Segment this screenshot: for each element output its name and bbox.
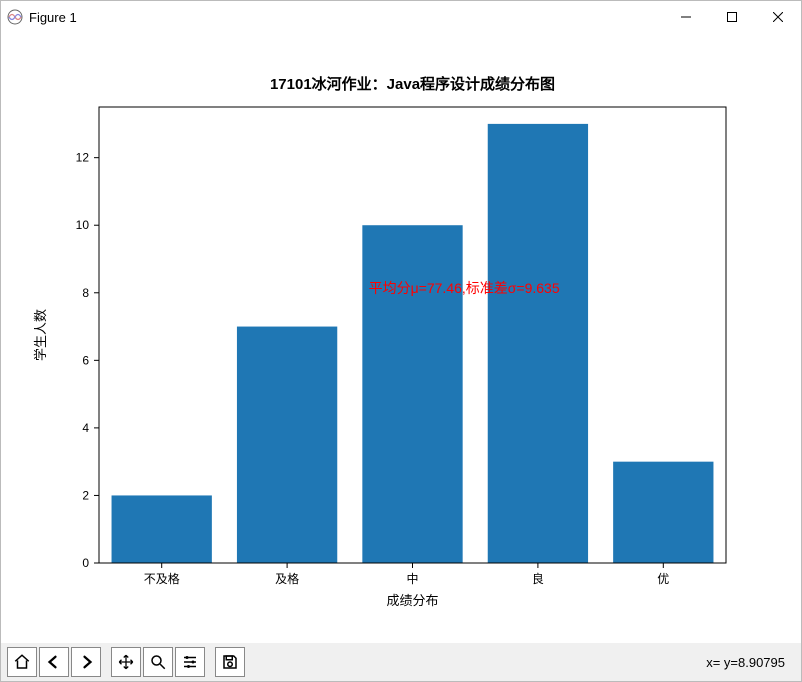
nav-toolbar: x= y=8.90795 [1,642,801,681]
svg-text:成绩分布: 成绩分布 [386,593,438,608]
svg-text:及格: 及格 [275,571,299,586]
svg-text:2: 2 [82,488,89,502]
window-title: Figure 1 [29,10,77,25]
toolbar-group-view [111,647,207,677]
svg-text:不及格: 不及格 [144,571,180,586]
svg-text:12: 12 [76,151,90,165]
window-controls [663,1,801,33]
svg-text:10: 10 [76,218,90,232]
zoom-button[interactable] [143,647,173,677]
figure-window: Figure 1 0 2 4 6 8 10 12 不及格 及格 中 良 优成绩分布 学生人数 17101冰… [0,0,802,682]
home-button[interactable] [7,647,37,677]
svg-text:中: 中 [406,571,418,586]
configure-button[interactable] [175,647,205,677]
back-button[interactable] [39,647,69,677]
forward-button[interactable] [71,647,101,677]
svg-text:学生人数: 学生人数 [33,309,48,361]
save-button[interactable] [215,647,245,677]
chart-canvas[interactable]: 0 2 4 6 8 10 12 不及格 及格 中 良 优成绩分布 学生人数 17101冰河作业：Java程… [1,33,801,642]
svg-text:平均分μ=77.46,标准差σ=9.635: 平均分μ=77.46,标准差σ=9.635 [369,280,560,296]
svg-text:良: 良 [532,571,544,586]
toolbar-group-nav [7,647,103,677]
svg-text:6: 6 [82,353,89,367]
app-icon [7,9,23,25]
chart-svg: 0 2 4 6 8 10 12 不及格 及格 中 良 优成绩分布 学生人数 17101冰河作业：Java程… [1,33,801,643]
toolbar-group-io [215,647,247,677]
svg-text:4: 4 [82,421,89,435]
svg-text:17101冰河作业：Java程序设计成绩分布图: 17101冰河作业：Java程序设计成绩分布图 [270,75,555,93]
coord-readout: x= y=8.90795 [706,655,795,670]
close-button[interactable] [755,1,801,33]
titlebar: Figure 1 [1,1,801,33]
svg-text:8: 8 [82,286,89,300]
svg-text:优: 优 [657,572,669,586]
maximize-button[interactable] [709,1,755,33]
pan-button[interactable] [111,647,141,677]
svg-text:0: 0 [82,556,89,570]
minimize-button[interactable] [663,1,709,33]
